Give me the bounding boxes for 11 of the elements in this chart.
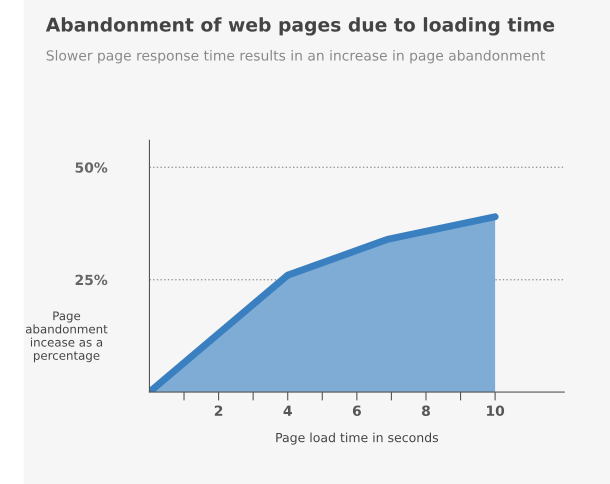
x-axis-title: Page load time in seconds [276, 432, 438, 445]
y-tick-label: 50% [76, 162, 108, 173]
x-tick-label: 2 [214, 405, 222, 416]
x-tick-label: 4 [284, 406, 292, 416]
y-tick-label: 25% [76, 274, 108, 286]
x-tick-label: 10 [487, 405, 504, 416]
x-tick-label: 6 [352, 405, 361, 416]
x-tick-label: 8 [422, 405, 430, 416]
chart-title: Abandonment of web pages due to loading time [46, 17, 554, 36]
chart-subtitle: Slower page response time results in an increase in page abandonment [46, 50, 545, 64]
y-axis-title: Page abandonment incease as a percentage [26, 311, 108, 362]
